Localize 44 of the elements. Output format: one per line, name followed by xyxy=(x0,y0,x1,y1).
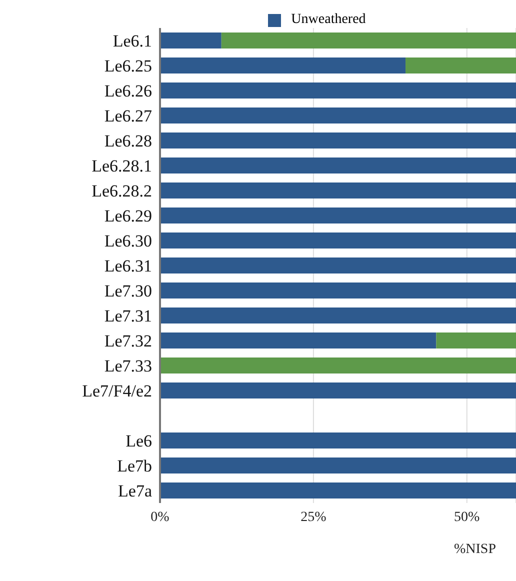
y-tick-label: Le7.30 xyxy=(104,282,152,301)
bar xyxy=(160,82,516,98)
bar xyxy=(160,132,516,148)
bar xyxy=(160,108,516,124)
bar xyxy=(160,432,516,448)
y-tick-label: Le7/F4/e2 xyxy=(82,382,152,401)
legend-label: Unweathered xyxy=(290,12,366,28)
y-tick-label: Le6.25 xyxy=(104,56,152,76)
bar xyxy=(160,332,436,348)
bar xyxy=(160,32,222,48)
y-tick-label: Le6.30 xyxy=(104,232,152,251)
y-tick-label: Le6.27 xyxy=(104,106,152,126)
bar xyxy=(221,32,516,48)
bar xyxy=(160,208,516,224)
bar xyxy=(160,308,516,324)
y-tick-label: Le7a xyxy=(118,482,152,501)
y-tick-label: Le6 xyxy=(126,432,152,451)
y-tick-label: Le7b xyxy=(117,456,152,476)
y-tick-label: Le6.1 xyxy=(112,32,152,51)
y-tick-label: Le6.28 xyxy=(104,132,152,151)
bar xyxy=(160,282,516,298)
x-tick-label: 50% xyxy=(454,510,480,525)
bar xyxy=(160,458,516,474)
bar xyxy=(406,58,516,74)
y-tick-label: Le6.28.1 xyxy=(92,156,152,176)
y-tick-label: Le7.31 xyxy=(104,306,152,326)
x-axis-title: %NISP xyxy=(454,542,496,557)
bar xyxy=(160,482,516,498)
bar xyxy=(160,382,516,398)
x-tick-label: 0% xyxy=(150,510,170,525)
y-tick-label: Le7.32 xyxy=(104,332,152,351)
bar xyxy=(436,332,516,348)
bar xyxy=(160,258,516,274)
bar xyxy=(160,182,516,198)
bar xyxy=(160,358,516,374)
bar xyxy=(160,232,516,248)
bar xyxy=(160,58,406,74)
y-tick-label: Le6.28.2 xyxy=(92,182,152,201)
x-tick-label: 25% xyxy=(300,510,327,525)
y-tick-label: Le6.31 xyxy=(104,256,152,276)
y-tick-label: Le6.29 xyxy=(104,206,152,226)
y-tick-label: Le7.33 xyxy=(104,356,152,376)
y-tick-label: Le6.26 xyxy=(104,82,152,101)
bar xyxy=(160,158,516,174)
